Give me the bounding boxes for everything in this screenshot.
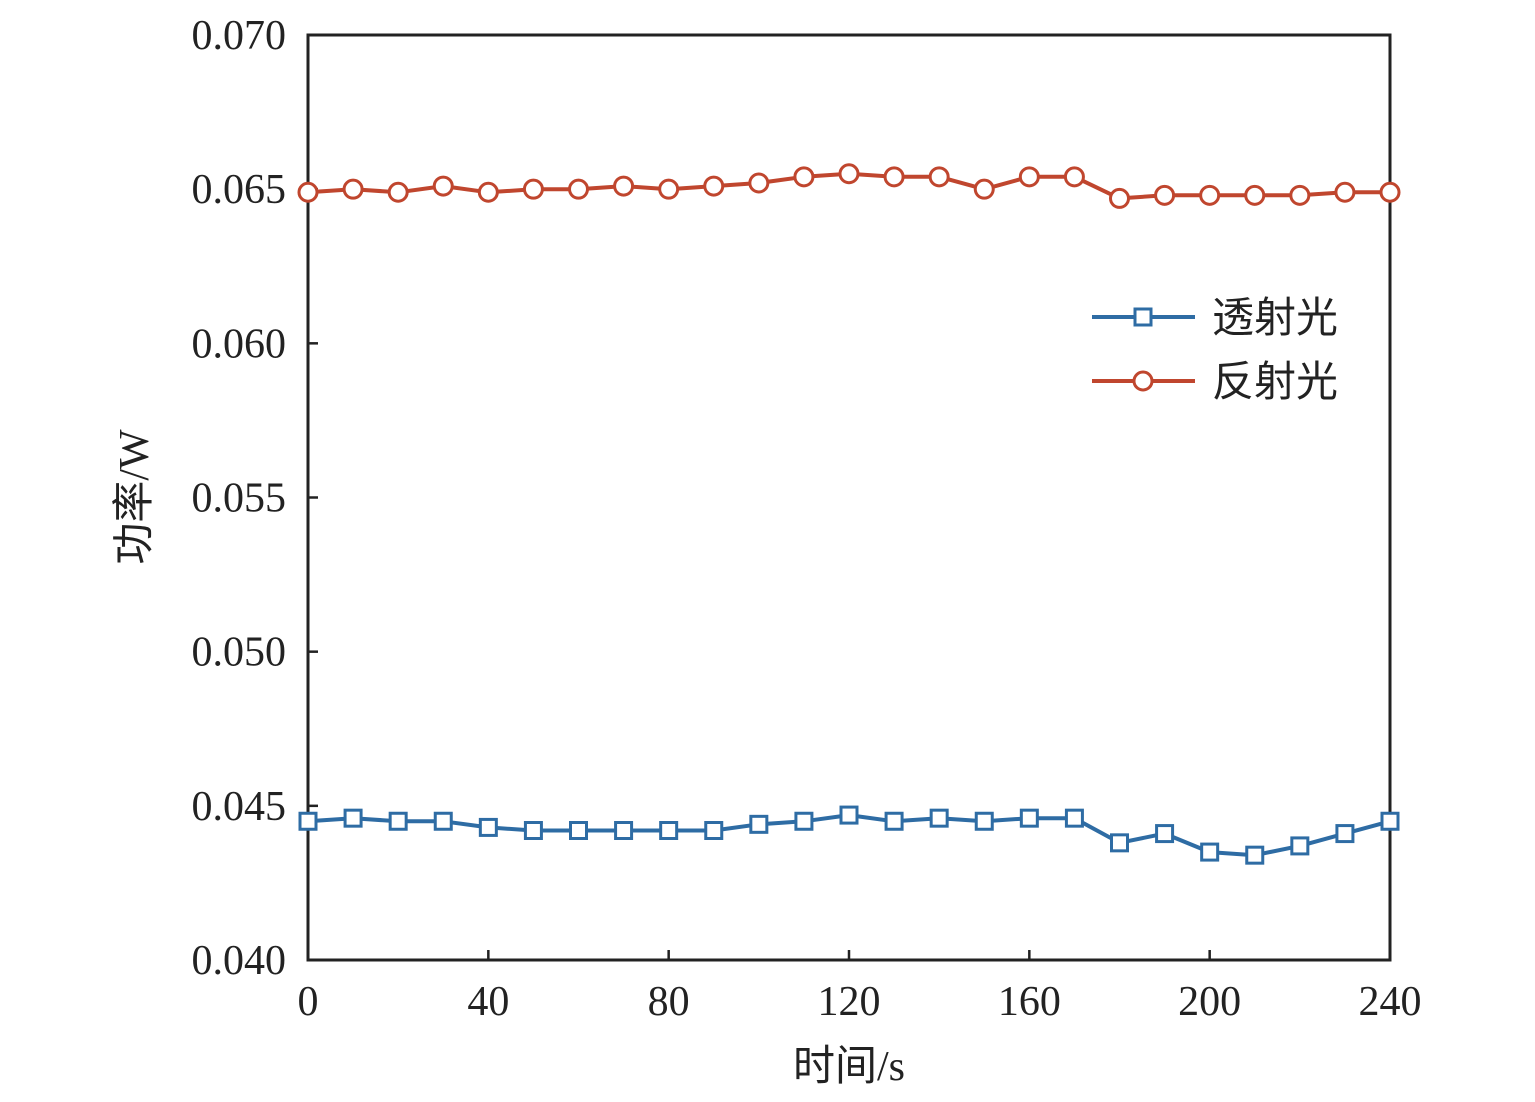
square-marker (1380, 811, 1400, 831)
x-tick-label: 120 (818, 979, 881, 1025)
circle-marker (1018, 166, 1040, 188)
circle-marker (883, 166, 905, 188)
circle-marker (432, 175, 454, 197)
square-marker (1335, 824, 1355, 844)
y-tick-label: 0.050 (192, 630, 287, 676)
y-axis-label: 功率/W (111, 429, 158, 565)
square-marker (478, 817, 498, 837)
circle-marker (703, 175, 725, 197)
square-marker (343, 808, 363, 828)
circle-marker (1063, 166, 1085, 188)
legend-square-marker (1133, 307, 1153, 327)
square-marker (929, 808, 949, 828)
circle-marker (387, 181, 409, 203)
circle-marker (568, 178, 589, 200)
square-marker (704, 821, 724, 840)
square-marker (569, 821, 588, 840)
circle-marker (928, 166, 950, 188)
circle-marker (522, 178, 544, 200)
square-marker (1245, 845, 1265, 865)
circle-marker (748, 172, 770, 194)
y-tick-label: 0.055 (192, 476, 287, 522)
series-2 (297, 163, 1401, 209)
x-tick-label: 0 (298, 979, 319, 1025)
circle-marker (1334, 181, 1356, 203)
square-marker (523, 821, 543, 840)
circle-marker (297, 181, 319, 203)
legend-item: 反射光 (1092, 357, 1338, 406)
y-tick-label: 0.070 (192, 13, 287, 59)
x-tick-label: 80 (648, 979, 690, 1025)
circle-marker (838, 163, 860, 185)
circle-marker (973, 178, 995, 200)
square-marker (839, 805, 859, 825)
x-tick-label: 160 (998, 979, 1061, 1025)
square-marker (1290, 836, 1310, 856)
circle-marker (793, 166, 815, 188)
y-tick-label: 0.045 (192, 784, 287, 830)
x-tick-label: 240 (1359, 979, 1422, 1025)
circle-marker (1244, 184, 1266, 206)
square-marker (433, 811, 453, 831)
x-axis-ticks: 0 40 80 120 160 200 240 (298, 950, 1422, 1025)
legend-label: 透射光 (1212, 293, 1338, 342)
square-marker (1019, 808, 1039, 828)
circle-marker (613, 175, 635, 197)
circle-marker (477, 181, 499, 203)
circle-marker (1154, 184, 1176, 206)
circle-marker (1379, 181, 1401, 203)
square-marker (388, 811, 408, 831)
series-layer (297, 163, 1401, 865)
square-marker (298, 811, 318, 831)
square-marker (1064, 808, 1084, 828)
x-tick-label: 40 (467, 979, 509, 1025)
series-1 (298, 805, 1400, 865)
square-marker (614, 821, 634, 840)
legend-item: 透射光 (1092, 293, 1338, 342)
legend-label: 反射光 (1212, 357, 1338, 406)
y-axis-ticks: 0.040 0.045 0.050 0.055 0.060 0.065 0.070 (192, 13, 318, 984)
square-marker (1155, 824, 1175, 844)
x-tick-label: 200 (1178, 979, 1241, 1025)
y-tick-label: 0.060 (192, 321, 287, 367)
square-marker (794, 811, 814, 831)
y-tick-label: 0.065 (192, 167, 287, 213)
square-marker (1110, 833, 1129, 853)
legend-circle-marker (1132, 370, 1154, 392)
circle-marker (342, 178, 364, 200)
x-axis-label: 时间/s (793, 1044, 905, 1090)
square-marker (749, 814, 769, 834)
circle-marker (1109, 187, 1130, 209)
circle-marker (1289, 184, 1311, 206)
y-tick-label: 0.040 (192, 938, 287, 984)
square-marker (659, 821, 679, 840)
square-marker (974, 811, 994, 831)
square-marker (1200, 842, 1220, 862)
circle-marker (658, 178, 680, 200)
square-marker (884, 811, 904, 831)
circle-marker (1199, 184, 1221, 206)
